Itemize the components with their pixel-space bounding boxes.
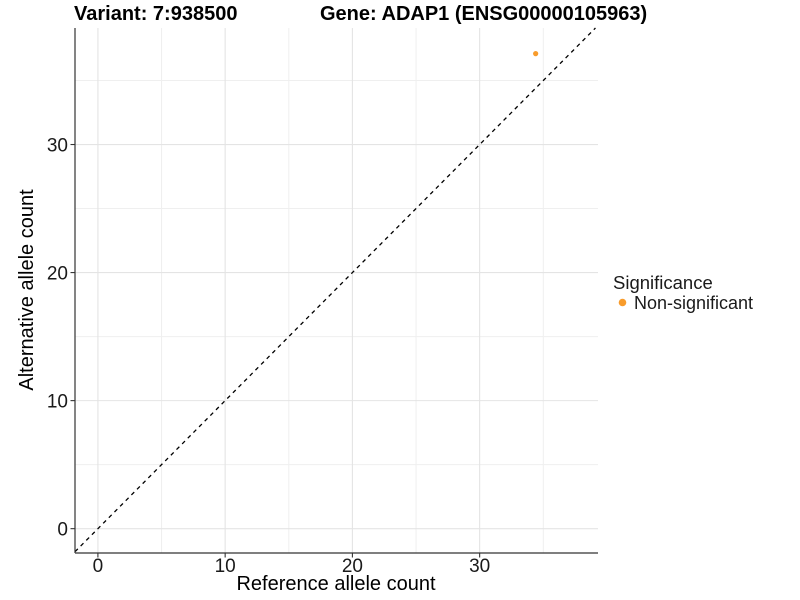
x-tick-label: 10 — [215, 556, 236, 577]
y-axis-title: Alternative allele count — [16, 189, 38, 391]
y-tick-label: 30 — [47, 136, 68, 157]
x-tick-label: 30 — [469, 556, 490, 577]
y-tick-label: 0 — [57, 520, 68, 541]
plot-panel: 0 10 20 30 0 10 20 30 — [47, 27, 598, 577]
plot-title-gene: Gene: ADAP1 (ENSG00000105963) — [320, 3, 647, 25]
plot-title-variant: Variant: 7:938500 — [74, 3, 237, 25]
x-tick-label: 20 — [342, 556, 363, 577]
legend-item-label: Non-significant — [634, 293, 753, 313]
legend-title: Significance — [613, 272, 713, 293]
y-tick-label: 20 — [47, 264, 68, 285]
x-axis-title: Reference allele count — [236, 573, 435, 595]
y-tick-label: 10 — [47, 392, 68, 413]
data-point-non-significant — [533, 51, 539, 57]
legend-key-dot — [618, 298, 627, 307]
identity-line — [74, 27, 596, 553]
x-tick-label: 0 — [93, 556, 104, 577]
